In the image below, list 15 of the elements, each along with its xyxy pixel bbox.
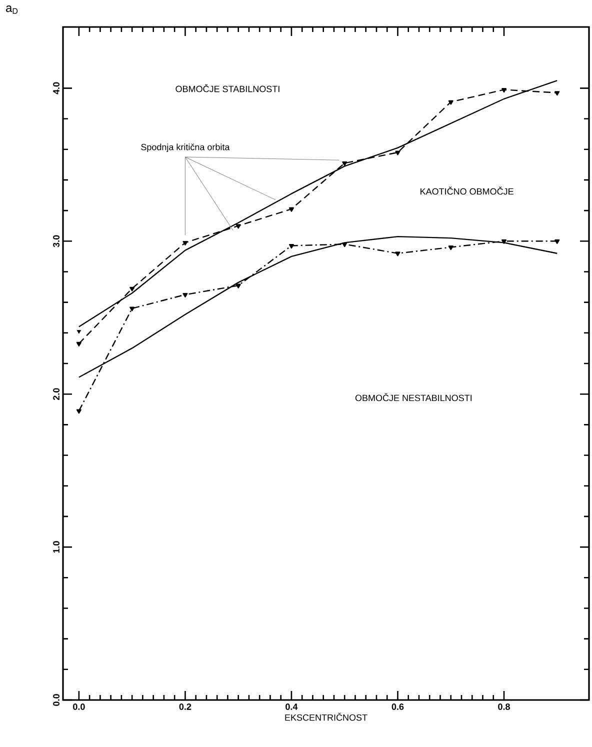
y-tick-label: 2.0: [53, 388, 60, 400]
y-tick-label: 3.0: [53, 235, 60, 248]
x-tick-label: 0.8: [498, 704, 510, 710]
x-tick-label: 0.6: [392, 704, 404, 710]
x-tick-label: 0.4: [286, 704, 298, 710]
annotation: Spodnja kritična orbita: [141, 144, 230, 152]
annotation: OBMOČJE STABILNOSTI: [176, 84, 280, 92]
x-tick-label: 0.0: [73, 704, 85, 710]
y-axis-title: a$_{D}$: [6, 6, 18, 14]
x-axis-title: EKSCENTRIČNOST: [285, 712, 368, 721]
y-tick-label: 4.0: [53, 82, 60, 94]
annotation: KAOTIČNO OBMOČJE: [420, 186, 514, 195]
y-tick-label: 1.0: [53, 541, 60, 553]
annotation: OBMOČJE NESTABILNOSTI: [355, 393, 472, 402]
x-tick-label: 0.2: [179, 704, 192, 710]
